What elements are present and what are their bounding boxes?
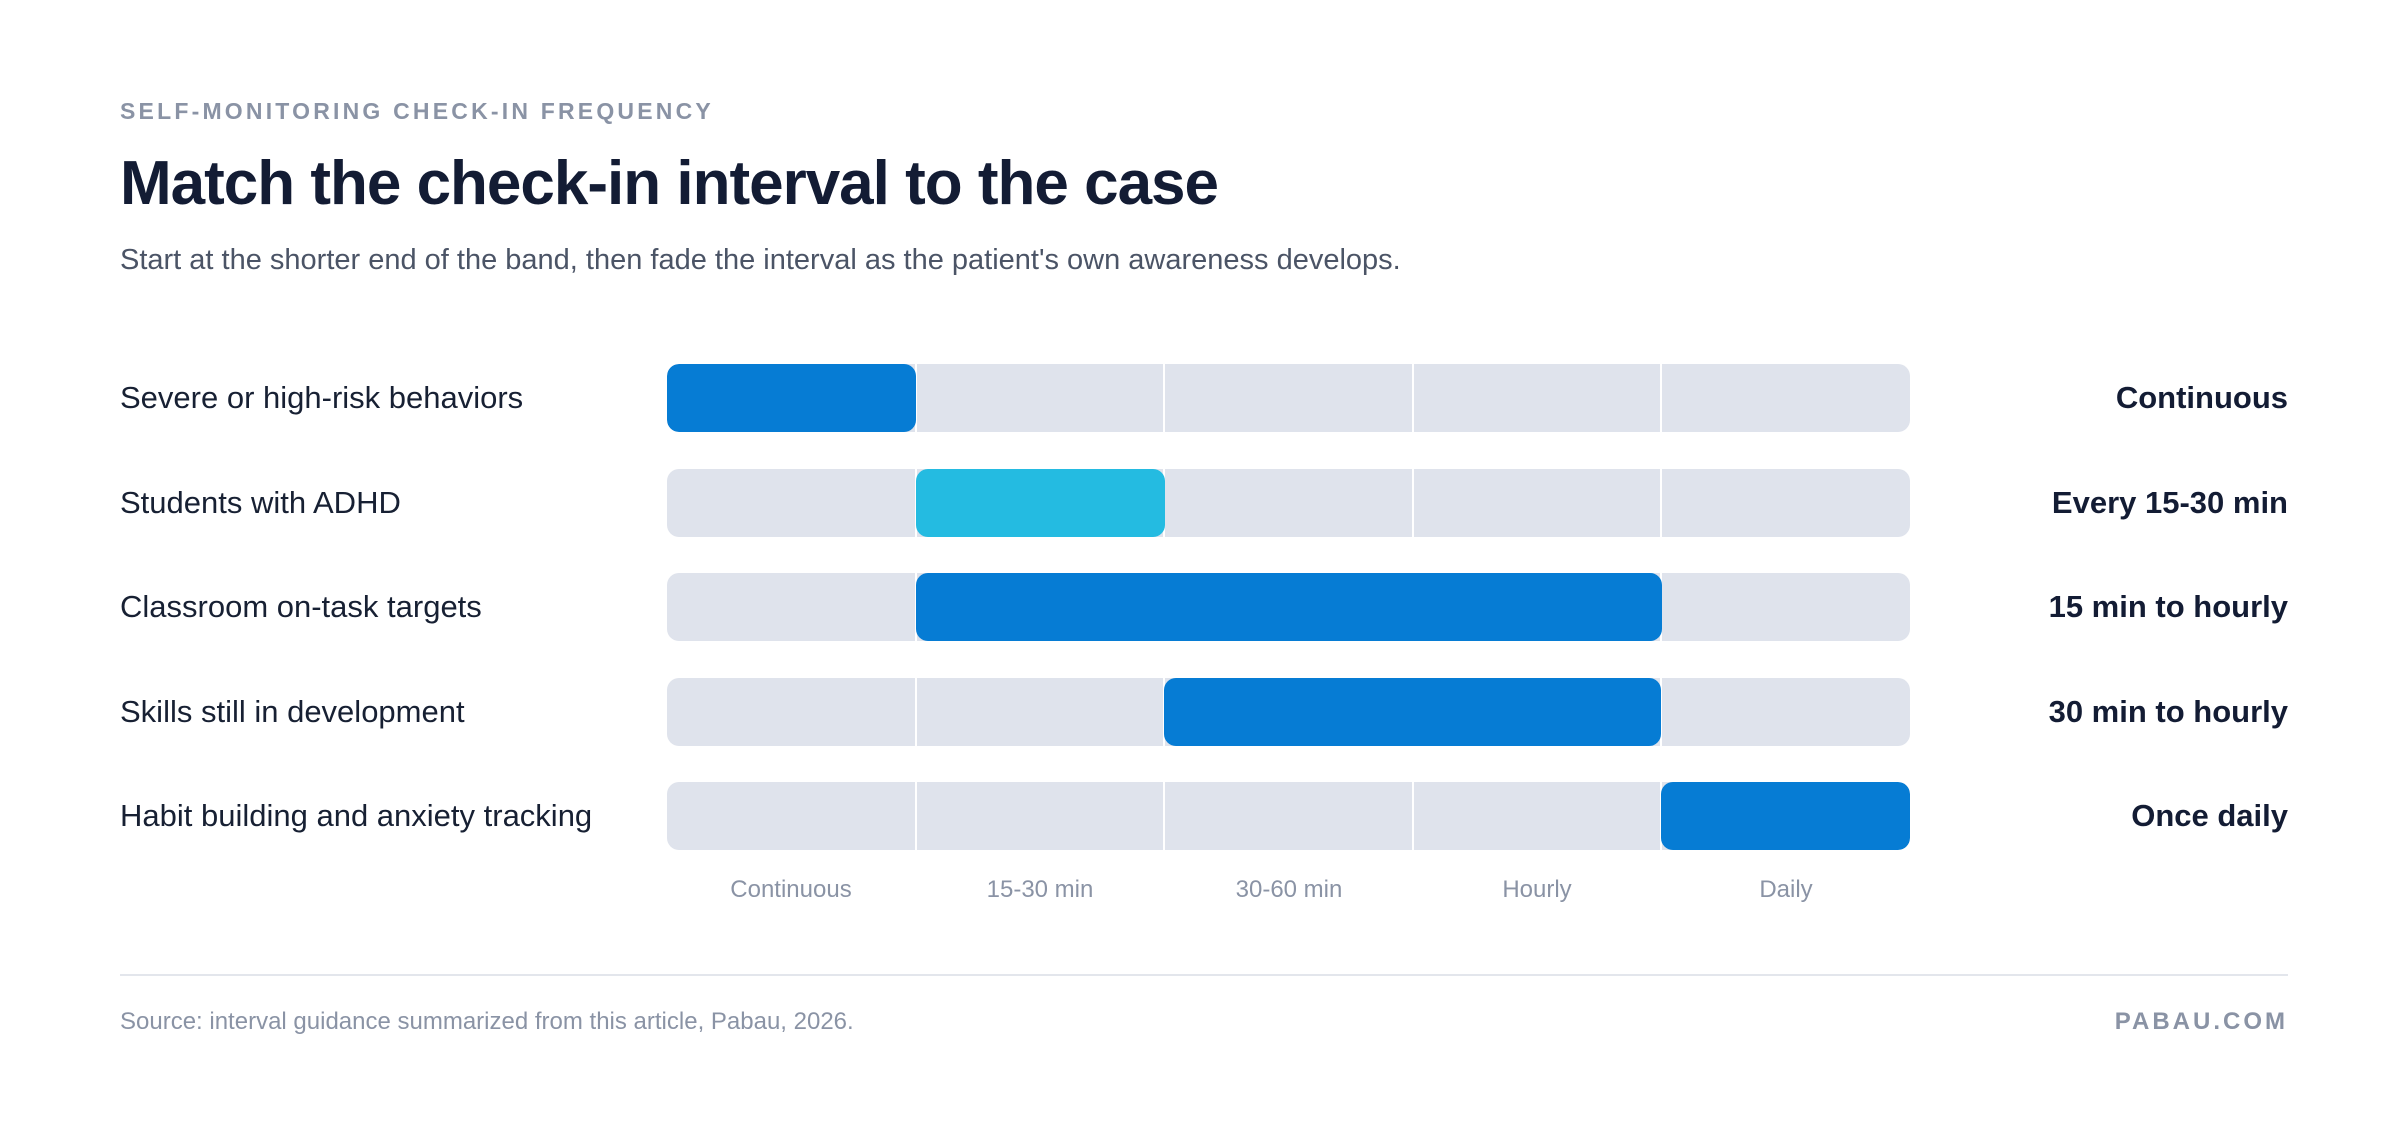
row-track [667, 364, 1910, 432]
row-value-label: 15 min to hourly [2048, 589, 2288, 624]
row-track [667, 782, 1910, 850]
category-tick-label: Continuous [730, 876, 852, 903]
row-value-label: Every 15-30 min [2051, 485, 2288, 520]
row-value-label: 30 min to hourly [2048, 694, 2288, 729]
range-bar [1164, 678, 1661, 746]
source-note: Source: interval guidance summarized fro… [120, 1008, 854, 1035]
category-tick-label: Hourly [1502, 876, 1572, 903]
track-divider [1163, 364, 1165, 432]
row-track [667, 573, 1910, 641]
track-divider [1660, 678, 1662, 746]
category-tick-label: Daily [1759, 876, 1813, 903]
row-label: Skills still in development [120, 694, 465, 729]
track-divider [1412, 364, 1414, 432]
row-label: Classroom on-task targets [120, 589, 482, 624]
track-divider [1660, 364, 1662, 432]
chart-subtitle: Start at the shorter end of the band, th… [120, 244, 1401, 276]
track-divider [1412, 782, 1414, 850]
row-track [667, 678, 1910, 746]
track-divider [1412, 469, 1414, 537]
row-value-label: Once daily [2131, 798, 2288, 833]
row-label: Students with ADHD [120, 485, 401, 520]
track-divider [915, 364, 917, 432]
brand-mark: PABAU.COM [2114, 1008, 2288, 1035]
track-divider [915, 678, 917, 746]
row-label: Habit building and anxiety tracking [120, 798, 593, 833]
chart-eyebrow: SELF-MONITORING CHECK-IN FREQUENCY [120, 98, 714, 124]
row-label: Severe or high-risk behaviors [120, 380, 524, 415]
range-bar [1661, 782, 1910, 850]
footer-divider [120, 974, 2288, 976]
range-bar [916, 573, 1662, 641]
track-divider [1660, 469, 1662, 537]
category-tick-label: 30-60 min [1235, 876, 1343, 903]
category-tick-label: 15-30 min [986, 876, 1094, 903]
range-bar [667, 364, 916, 432]
row-value-label: Continuous [2115, 380, 2288, 415]
track-divider [915, 782, 917, 850]
row-track [667, 469, 1910, 537]
range-bar [916, 469, 1165, 537]
chart-title: Match the check-in interval to the case [120, 149, 1219, 218]
track-divider [1163, 782, 1165, 850]
